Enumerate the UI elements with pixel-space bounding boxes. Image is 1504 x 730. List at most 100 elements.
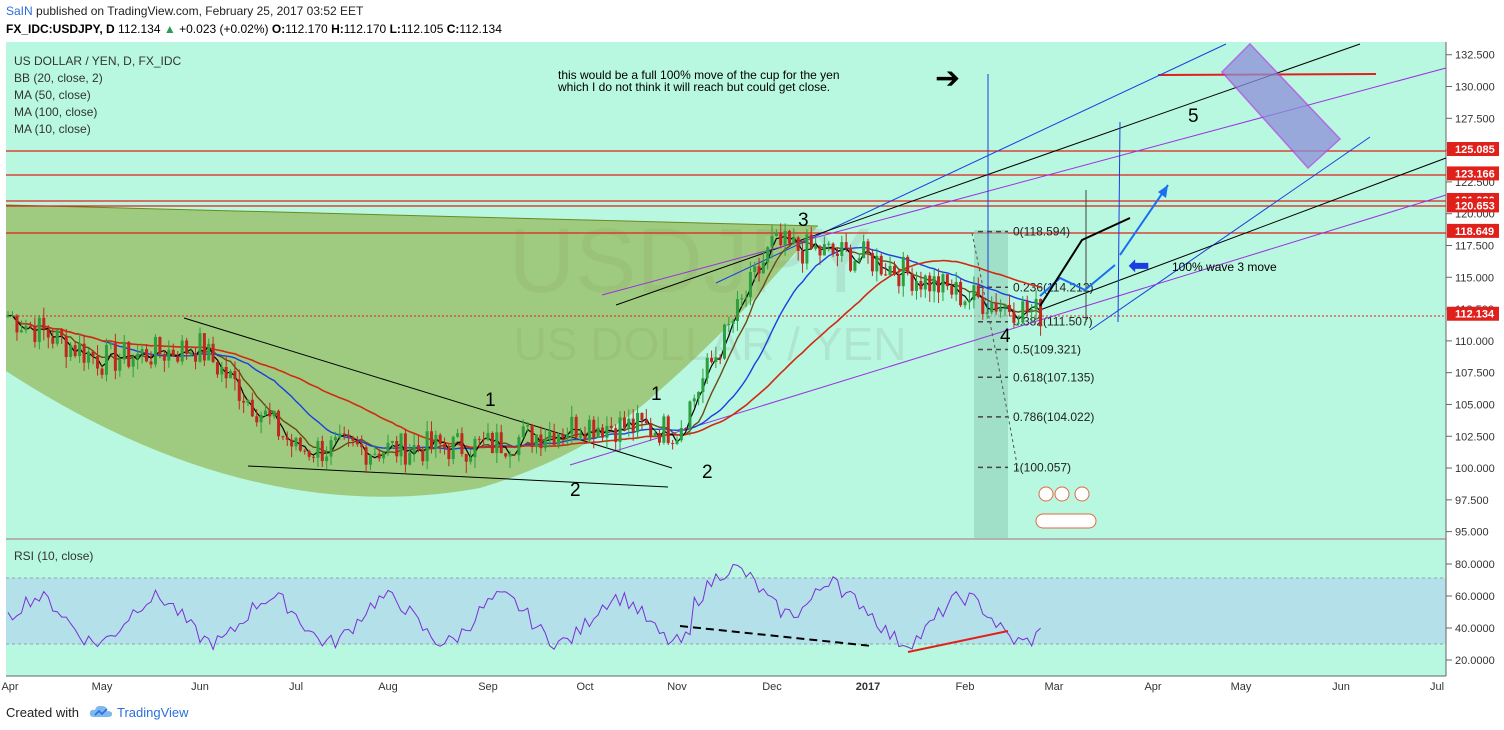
candle-body[interactable] xyxy=(24,325,28,331)
candle-body[interactable] xyxy=(408,452,412,465)
candle-body[interactable] xyxy=(42,317,46,330)
candle-body[interactable] xyxy=(37,317,41,343)
candle-body[interactable] xyxy=(259,414,263,423)
candle-body[interactable] xyxy=(149,361,153,365)
candle-body[interactable] xyxy=(570,416,574,435)
candle-body[interactable] xyxy=(167,349,171,361)
indicator-legend[interactable]: US DOLLAR / YEN, D, FX_IDC BB (20, close… xyxy=(14,54,181,136)
candle-body[interactable] xyxy=(840,242,844,257)
candle-body[interactable] xyxy=(316,440,320,458)
candle-body[interactable] xyxy=(627,418,631,428)
candle-body[interactable] xyxy=(653,433,657,436)
event-badge[interactable] xyxy=(1038,486,1054,502)
candle-body[interactable] xyxy=(748,271,752,298)
candle-body[interactable] xyxy=(849,247,853,271)
candle-body[interactable] xyxy=(504,453,508,457)
rsi-divergence-red[interactable] xyxy=(907,630,1009,653)
candle-body[interactable] xyxy=(735,299,739,321)
candle-body[interactable] xyxy=(28,325,32,327)
candle-body[interactable] xyxy=(469,457,473,462)
candle-body[interactable] xyxy=(477,438,481,440)
legend-item[interactable]: MA (50, close) xyxy=(14,88,91,102)
candle-body[interactable] xyxy=(325,456,329,462)
candle-body[interactable] xyxy=(963,301,967,306)
candle-body[interactable] xyxy=(140,349,144,354)
candle-body[interactable] xyxy=(565,434,569,438)
candle-body[interactable] xyxy=(561,434,565,438)
candle-body[interactable] xyxy=(1034,298,1038,310)
rsi-divergence-dashed[interactable] xyxy=(679,625,873,647)
candle-body[interactable] xyxy=(888,265,892,276)
candle-body[interactable] xyxy=(329,440,333,457)
candle-body[interactable] xyxy=(64,335,68,357)
event-badge[interactable] xyxy=(1035,513,1097,529)
candle-body[interactable] xyxy=(774,232,778,236)
candle-body[interactable] xyxy=(360,444,364,448)
candle-body[interactable] xyxy=(229,371,233,379)
candle-body[interactable] xyxy=(640,412,644,421)
candle-body[interactable] xyxy=(892,265,896,275)
candle-body[interactable] xyxy=(548,431,552,440)
candle-body[interactable] xyxy=(915,280,918,291)
candle-body[interactable] xyxy=(285,437,289,440)
candle-body[interactable] xyxy=(104,344,108,375)
candle-body[interactable] xyxy=(618,417,622,442)
candle-body[interactable] xyxy=(202,333,206,361)
candle-body[interactable] xyxy=(215,362,219,375)
candle-body[interactable] xyxy=(923,275,927,290)
candle-body[interactable] xyxy=(605,425,609,438)
candle-body[interactable] xyxy=(731,320,735,324)
candle-body[interactable] xyxy=(421,449,425,462)
candle-body[interactable] xyxy=(910,273,914,291)
candle-body[interactable] xyxy=(1021,301,1025,323)
candle-body[interactable] xyxy=(862,241,866,259)
candle-body[interactable] xyxy=(51,337,55,344)
candle-body[interactable] xyxy=(386,442,390,453)
candle-body[interactable] xyxy=(662,416,666,443)
candle-body[interactable] xyxy=(456,433,460,437)
candle-body[interactable] xyxy=(884,274,888,276)
candle-body[interactable] xyxy=(242,400,246,403)
candle-body[interactable] xyxy=(583,435,587,441)
time-axis[interactable]: Apr May Jun Jul Aug Sep Oct Nov Dec 2017 Feb Mar Apr… xyxy=(1,681,1444,693)
tradingview-cloud-icon[interactable] xyxy=(88,703,114,719)
candle-body[interactable] xyxy=(19,330,23,333)
candle-body[interactable] xyxy=(429,431,433,449)
candle-body[interactable] xyxy=(543,439,547,449)
candle-body[interactable] xyxy=(46,329,50,338)
candle-body[interactable] xyxy=(464,453,468,462)
candle-body[interactable] xyxy=(766,247,770,263)
candle-body[interactable] xyxy=(587,419,591,441)
candle-body[interactable] xyxy=(255,416,259,423)
candle-body[interactable] xyxy=(87,351,91,363)
target-zone-box[interactable] xyxy=(1220,42,1342,170)
candle-body[interactable] xyxy=(822,244,826,256)
candle-body[interactable] xyxy=(805,234,809,264)
candle-body[interactable] xyxy=(55,329,59,344)
candle-body[interactable] xyxy=(644,420,648,424)
candle-body[interactable] xyxy=(1003,304,1007,308)
price-scale[interactable]: 132.500130.000127.500125.000122.500120.0… xyxy=(1446,50,1495,539)
candle-body[interactable] xyxy=(999,307,1003,312)
legend-item[interactable]: BB (20, close, 2) xyxy=(14,71,103,85)
candle-body[interactable] xyxy=(1007,304,1011,312)
candle-body[interactable] xyxy=(818,246,822,256)
candle-body[interactable] xyxy=(901,256,905,287)
candle-body[interactable] xyxy=(705,357,709,379)
candle-body[interactable] xyxy=(373,453,377,455)
candle-body[interactable] xyxy=(976,285,980,298)
black-channel-lower[interactable] xyxy=(1039,157,1447,311)
candle-body[interactable] xyxy=(382,452,386,459)
candle-body[interactable] xyxy=(399,433,403,457)
candle-body[interactable] xyxy=(697,392,701,399)
candle-body[interactable] xyxy=(535,434,538,448)
candle-body[interactable] xyxy=(994,302,998,312)
candle-body[interactable] xyxy=(447,447,451,460)
candle-body[interactable] xyxy=(792,237,796,244)
projection-path[interactable] xyxy=(1039,264,1116,297)
candle-body[interactable] xyxy=(853,260,857,271)
candle-body[interactable] xyxy=(718,357,722,359)
candle-body[interactable] xyxy=(198,333,202,362)
candle-body[interactable] xyxy=(596,427,600,438)
candle-body[interactable] xyxy=(451,436,455,460)
